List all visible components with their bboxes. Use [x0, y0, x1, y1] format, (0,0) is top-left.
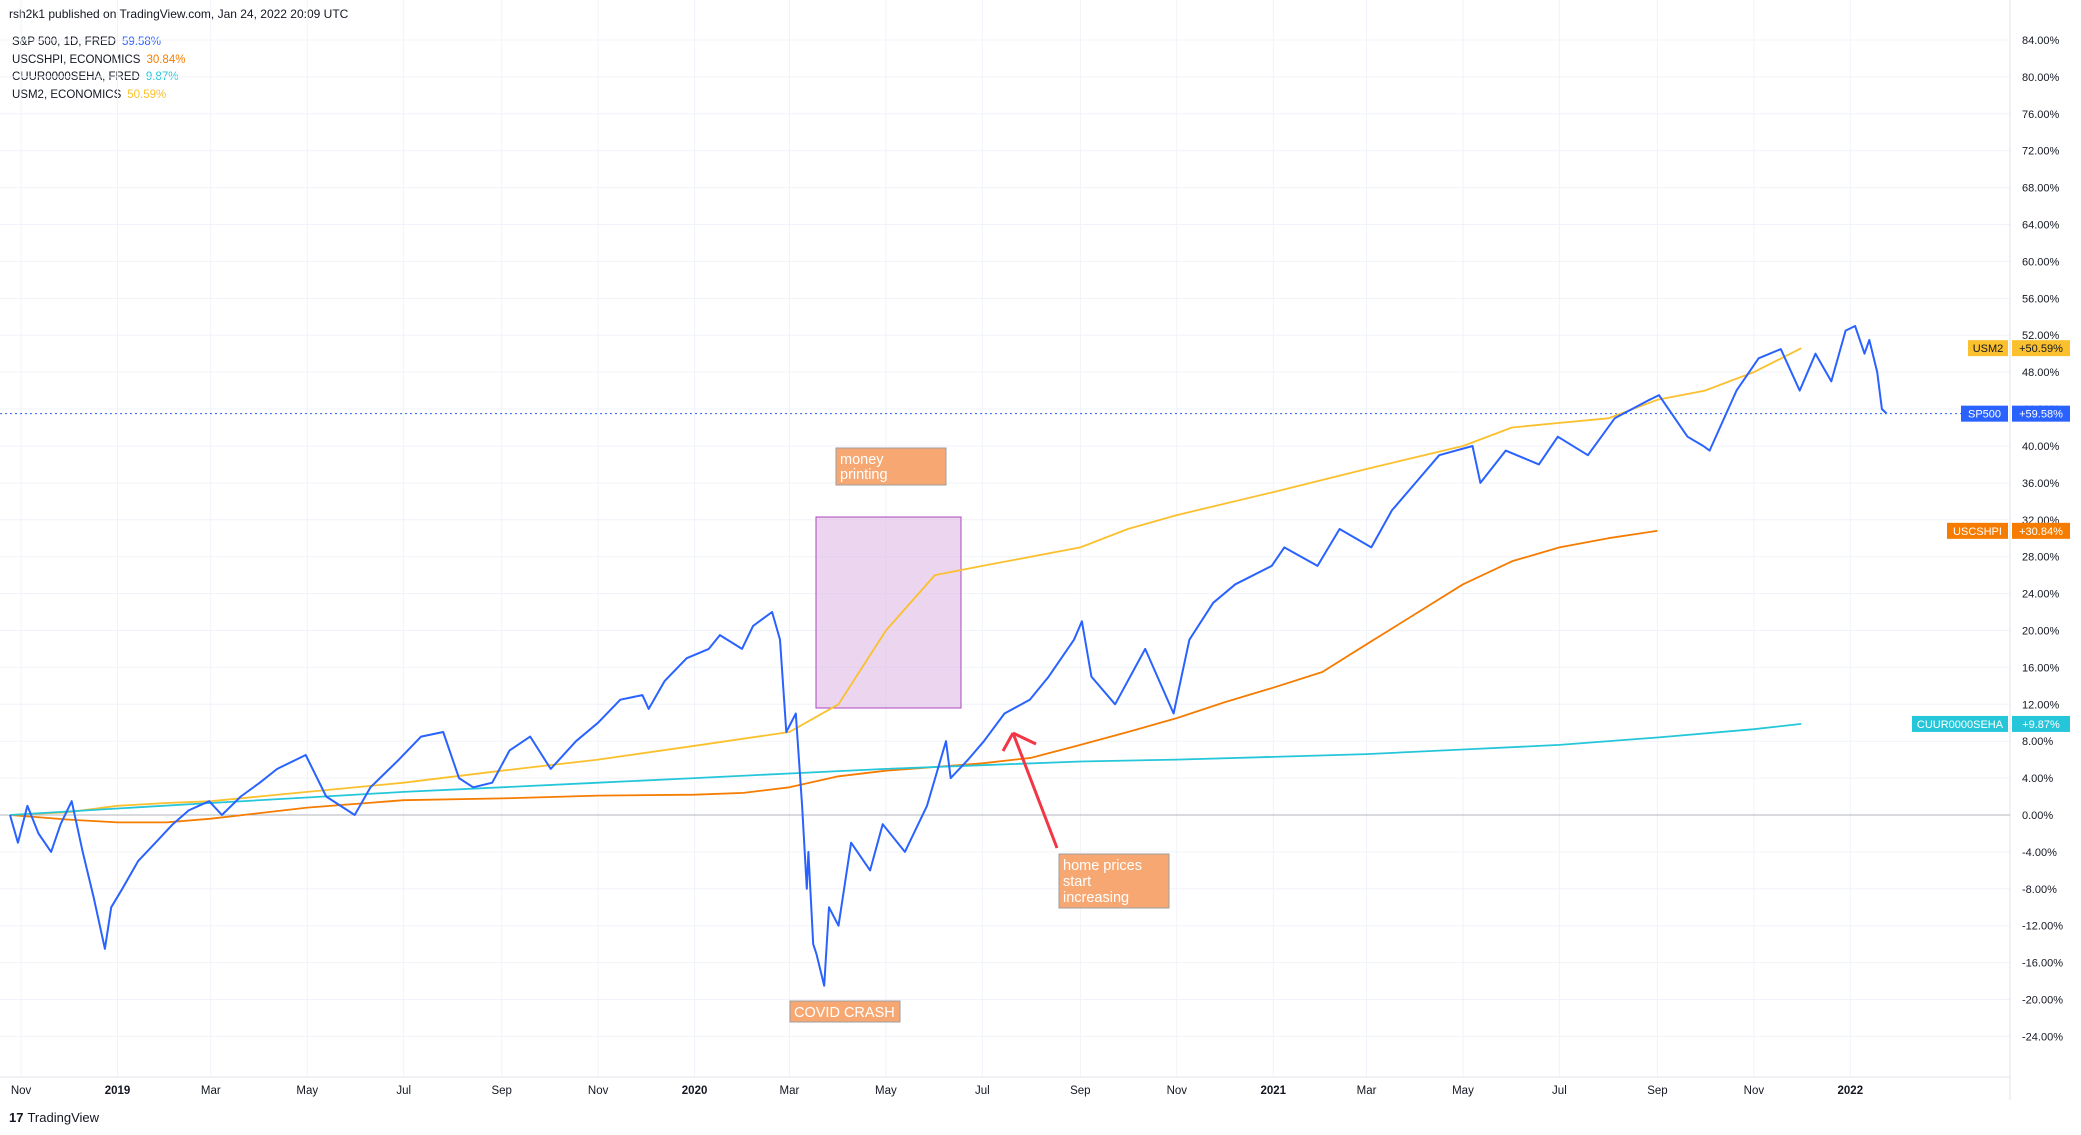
legend-row-uscshpi[interactable]: USCSHPI, ECONOMICS 30.84% — [12, 52, 185, 70]
publisher-header: rsh2k1 published on TradingView.com, Jan… — [9, 7, 349, 21]
x-tick-label: 2019 — [105, 1085, 131, 1097]
y-tick-label: 80.00% — [2022, 72, 2060, 84]
badge-name: SP500 — [1968, 409, 2001, 421]
series-line-uscshpi[interactable] — [9, 529, 1658, 824]
home-prices-line-3: increasing — [1063, 890, 1129, 906]
badge-name: USCSHPI — [1953, 526, 2002, 538]
y-axis-ticks: 84.00% 80.00% 76.00% 72.00% 68.00% 64.00% 60.0… — [2022, 35, 2063, 1043]
legend-label: S&P 500, 1D, FRED — [12, 36, 116, 48]
y-tick-label: -4.00% — [2022, 847, 2057, 859]
x-tick-label: Sep — [491, 1085, 511, 1097]
y-tick-label: 0.00% — [2022, 810, 2053, 822]
legend-label: USM2, ECONOMICS — [12, 88, 122, 101]
y-tick-label: 4.00% — [2022, 773, 2053, 785]
y-tick-label: 28.00% — [2022, 552, 2060, 564]
y-tick-label: 60.00% — [2022, 256, 2060, 268]
x-tick-label: May — [296, 1085, 318, 1097]
legend-value: 30.84% — [146, 53, 186, 66]
y-tick-label: -8.00% — [2022, 884, 2057, 896]
y-tick-label: 48.00% — [2022, 367, 2060, 379]
x-tick-label: May — [1452, 1085, 1474, 1097]
badge-name: USM2 — [1973, 343, 2004, 355]
y-tick-label: 84.00% — [2022, 35, 2060, 47]
series-line-sp500[interactable] — [9, 325, 1888, 987]
y-tick-label: 56.00% — [2022, 293, 2060, 305]
y-tick-label: 72.00% — [2022, 146, 2060, 158]
grid-lines — [0, 0, 2010, 1077]
money-printing-line-1: money — [840, 452, 884, 468]
money-printing-callout[interactable]: money printing — [835, 447, 947, 486]
y-tick-label: 76.00% — [2022, 109, 2060, 121]
tradingview-footer[interactable]: 17 TradingView — [9, 1110, 99, 1125]
y-tick-label: 24.00% — [2022, 589, 2060, 601]
legend-value: 50.59% — [127, 88, 167, 101]
y-tick-label: -12.00% — [2022, 921, 2063, 933]
x-tick-label: 2020 — [682, 1085, 708, 1097]
money-printing-highlight-box[interactable] — [815, 516, 962, 709]
y-tick-label: 36.00% — [2022, 478, 2060, 490]
x-tick-label: Nov — [588, 1085, 609, 1097]
x-tick-label: Jul — [975, 1085, 990, 1097]
badge-sp500: SP500 +59.58% — [1961, 405, 2070, 422]
badge-value: +50.59% — [2019, 343, 2063, 355]
legend-row-sp500[interactable]: S&P 500, 1D, FRED 59.58% — [12, 34, 185, 52]
badge-uscshpi: USCSHPI +30.84% — [1947, 522, 2070, 539]
x-tick-label: Nov — [11, 1085, 32, 1097]
y-tick-label: 8.00% — [2022, 736, 2053, 748]
x-tick-label: Mar — [1357, 1085, 1377, 1097]
arrow-annotation[interactable] — [1001, 731, 1059, 849]
badge-usm2: USM2 +50.59% — [1968, 340, 2070, 357]
x-tick-label: 2021 — [1260, 1085, 1286, 1097]
legend-row-usm2[interactable]: USM2, ECONOMICS 50.59% — [12, 87, 185, 105]
y-tick-label: 40.00% — [2022, 441, 2060, 453]
home-prices-callout[interactable]: home prices start increasing — [1058, 853, 1170, 909]
price-badges: SP500 +59.58% USM2 +50.59% USCSHPI +30.84% CUU… — [1912, 340, 2070, 732]
x-tick-label: Mar — [780, 1085, 800, 1097]
tradingview-logo-icon: 17 — [9, 1110, 24, 1125]
badge-value: +59.58% — [2019, 409, 2063, 421]
badge-value: +9.87% — [2022, 719, 2060, 731]
covid-crash-label: COVID CRASH — [794, 1005, 895, 1021]
money-printing-line-2: printing — [840, 467, 888, 483]
x-tick-label: Nov — [1167, 1085, 1188, 1097]
x-tick-label: Mar — [201, 1085, 221, 1097]
x-tick-label: Sep — [1070, 1085, 1090, 1097]
y-tick-label: 64.00% — [2022, 220, 2060, 232]
home-prices-line-2: start — [1063, 874, 1091, 890]
series-line-usm2[interactable] — [9, 347, 1802, 816]
series-lines — [9, 325, 1888, 987]
series-line-cuur0000seha[interactable] — [9, 723, 1802, 816]
x-tick-label: Nov — [1744, 1085, 1765, 1097]
x-tick-label: Sep — [1647, 1085, 1667, 1097]
x-axis-ticks: Nov 2019 Mar May Jul Sep Nov 2020 Mar May Jul Sep No… — [11, 1085, 1863, 1097]
y-tick-label: -16.00% — [2022, 958, 2063, 970]
y-tick-label: 12.00% — [2022, 699, 2060, 711]
y-tick-label: 16.00% — [2022, 662, 2060, 674]
home-prices-line-1: home prices — [1063, 858, 1142, 874]
y-tick-label: -20.00% — [2022, 995, 2063, 1007]
badge-name: CUUR0000SEHA — [1917, 719, 2004, 731]
legend-label: USCSHPI, ECONOMICS — [12, 53, 141, 66]
covid-crash-callout[interactable]: COVID CRASH — [789, 1000, 901, 1023]
legend-value: 59.58% — [121, 36, 161, 48]
badge-value: +30.84% — [2019, 526, 2063, 538]
badge-cuur0000seha: CUUR0000SEHA +9.87% — [1912, 715, 2070, 732]
y-tick-label: 52.00% — [2022, 330, 2060, 342]
y-tick-label: 68.00% — [2022, 183, 2060, 195]
x-tick-label: Jul — [1552, 1085, 1567, 1097]
x-tick-label: 2022 — [1838, 1085, 1864, 1097]
x-tick-label: Jul — [396, 1085, 411, 1097]
y-tick-label: 20.00% — [2022, 625, 2060, 637]
x-tick-label: May — [875, 1085, 897, 1097]
y-tick-label: -24.00% — [2022, 1031, 2063, 1043]
tradingview-brand: TradingView — [27, 1110, 100, 1125]
